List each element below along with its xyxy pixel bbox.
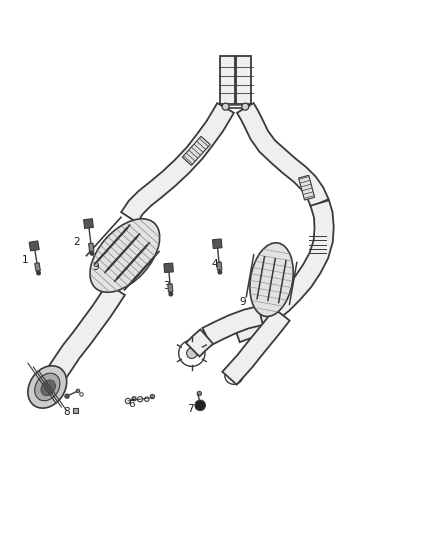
Text: 9: 9 — [92, 262, 99, 271]
Polygon shape — [217, 262, 222, 270]
Circle shape — [197, 391, 201, 395]
Text: 9: 9 — [239, 297, 246, 308]
Ellipse shape — [28, 366, 67, 408]
Text: 1: 1 — [22, 255, 29, 265]
Text: 4: 4 — [211, 260, 218, 269]
Circle shape — [222, 103, 229, 110]
Circle shape — [169, 292, 173, 296]
Text: 3: 3 — [163, 281, 170, 291]
Circle shape — [195, 400, 205, 410]
Circle shape — [37, 271, 40, 275]
Circle shape — [150, 394, 155, 399]
Polygon shape — [223, 309, 290, 385]
Ellipse shape — [250, 243, 293, 317]
Polygon shape — [212, 239, 222, 248]
FancyBboxPatch shape — [182, 136, 210, 165]
Text: 6: 6 — [128, 399, 135, 409]
Text: 7: 7 — [187, 404, 194, 414]
Ellipse shape — [35, 373, 60, 401]
Circle shape — [132, 397, 136, 401]
Circle shape — [80, 393, 83, 396]
Circle shape — [145, 397, 149, 401]
Polygon shape — [237, 103, 328, 207]
Polygon shape — [84, 219, 93, 229]
Polygon shape — [164, 263, 173, 272]
Text: 5: 5 — [45, 399, 52, 409]
Circle shape — [90, 252, 94, 255]
FancyBboxPatch shape — [299, 175, 314, 200]
Ellipse shape — [41, 380, 56, 396]
Circle shape — [65, 394, 69, 398]
Polygon shape — [29, 241, 39, 251]
Polygon shape — [236, 56, 251, 104]
Polygon shape — [220, 56, 235, 104]
Circle shape — [125, 398, 131, 403]
Ellipse shape — [90, 219, 160, 292]
Polygon shape — [186, 329, 213, 357]
Polygon shape — [121, 103, 234, 223]
Circle shape — [76, 389, 80, 393]
Polygon shape — [88, 243, 94, 252]
Polygon shape — [233, 200, 334, 342]
Polygon shape — [202, 306, 263, 345]
Circle shape — [242, 103, 249, 110]
Polygon shape — [35, 263, 40, 271]
Polygon shape — [45, 284, 125, 384]
Text: 2: 2 — [73, 237, 80, 247]
Polygon shape — [168, 284, 173, 292]
Circle shape — [187, 348, 197, 359]
Circle shape — [218, 270, 222, 274]
Circle shape — [138, 397, 143, 402]
Text: 8: 8 — [63, 407, 70, 417]
